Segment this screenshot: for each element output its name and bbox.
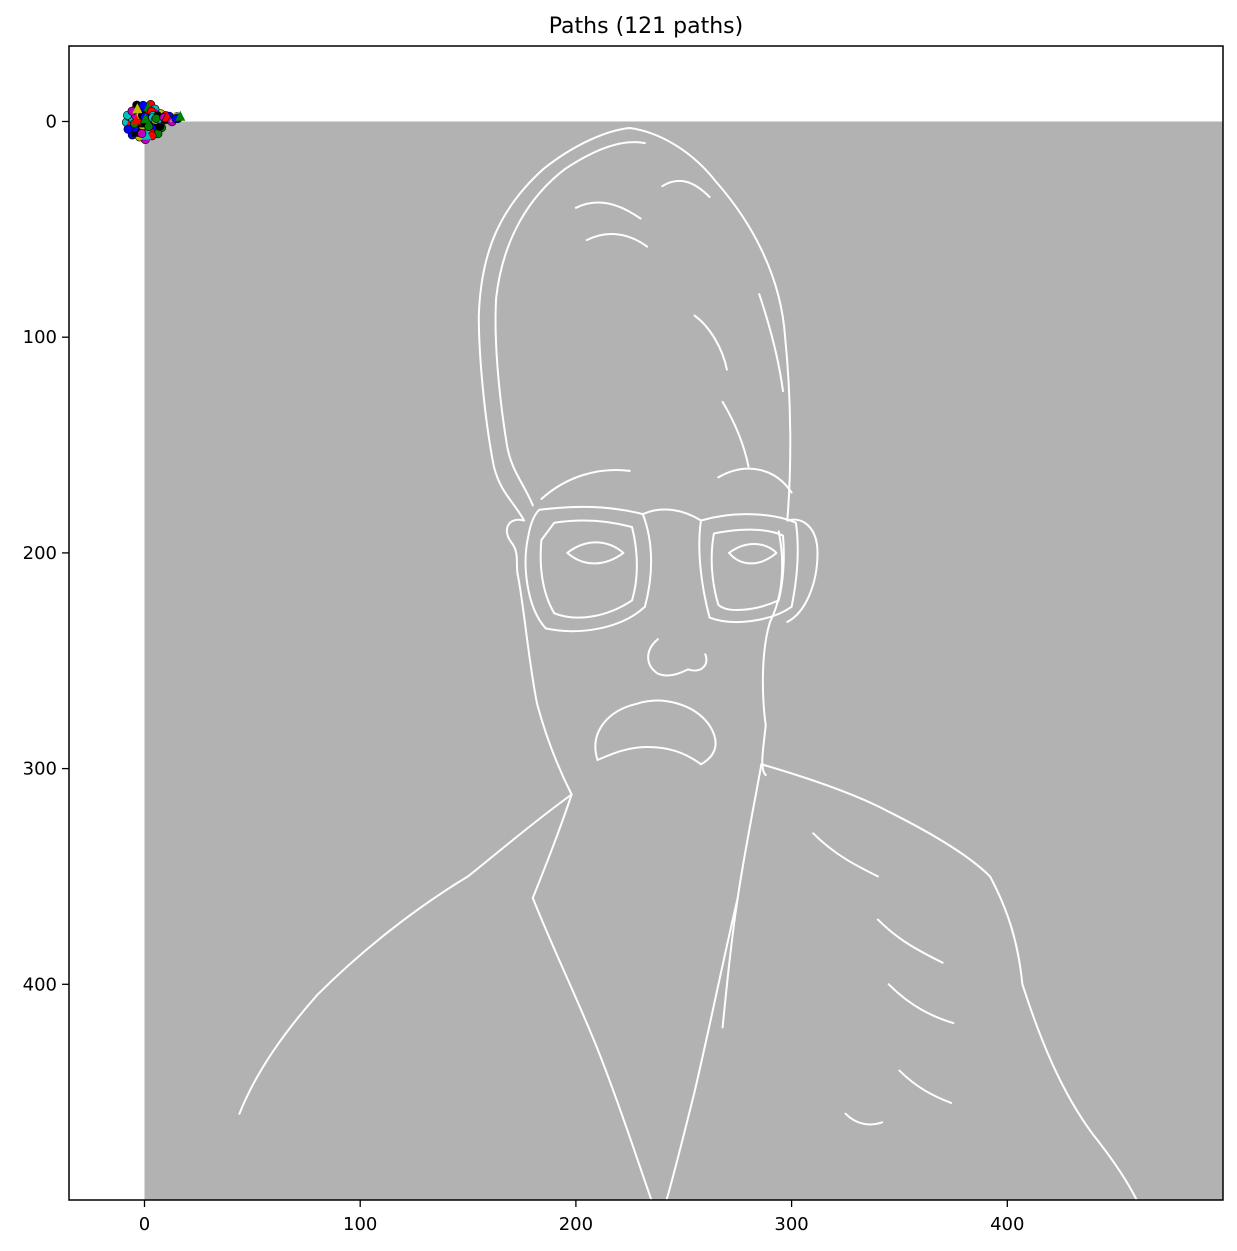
x-tick-label: 100 [343, 1214, 377, 1235]
edge-line [647, 638, 708, 677]
edge-line [494, 141, 646, 507]
axes-frame [68, 45, 1224, 1201]
edge-line [844, 1112, 884, 1126]
path-marker [137, 129, 147, 139]
y-tick-label: 200 [23, 543, 57, 564]
y-tick-label: 300 [23, 759, 57, 780]
edge-line [477, 127, 792, 522]
edge-line [540, 469, 631, 500]
path-marker [144, 122, 154, 132]
edge-line [898, 1069, 953, 1104]
y-tick-label: 400 [23, 974, 57, 995]
path-marker [131, 114, 142, 125]
edge-line [505, 518, 526, 576]
path-markers [121, 100, 186, 145]
x-tick-label: 0 [139, 1214, 150, 1235]
edge-line [531, 897, 653, 1200]
edge-line [641, 508, 702, 522]
edge-line [761, 530, 784, 777]
x-tick-label: 400 [990, 1214, 1024, 1235]
edge-image [144, 121, 1223, 1200]
path-marker [151, 114, 161, 124]
edge-line [728, 543, 778, 565]
edge-line [574, 201, 642, 220]
edge-line [812, 832, 879, 878]
edge-line [698, 513, 799, 623]
edge-line [876, 918, 944, 964]
edge-lines [238, 127, 1138, 1200]
y-tick-label: 100 [23, 327, 57, 348]
path-marker [123, 124, 133, 134]
path-marker [132, 103, 143, 114]
edge-line [693, 314, 728, 371]
edge-line [786, 518, 819, 623]
edge-line [721, 400, 750, 468]
y-tick-label: 0 [46, 111, 57, 132]
path-marker [175, 110, 186, 121]
edge-line [1021, 983, 1138, 1200]
x-axis: 0 100 200 300 400 [139, 1200, 1024, 1235]
edge-line [566, 541, 625, 565]
edge-line [594, 699, 717, 766]
edge-line [887, 983, 955, 1025]
edge-line [661, 179, 711, 198]
edge-line [760, 763, 1024, 986]
edge-line [516, 573, 573, 796]
path-marker [140, 113, 151, 124]
edge-line [665, 897, 739, 1200]
edge-line [710, 528, 785, 611]
edge-line [539, 519, 638, 619]
x-tick-label: 300 [774, 1214, 808, 1235]
edge-line [585, 233, 649, 248]
y-axis: 0 100 200 300 400 [23, 111, 69, 995]
x-tick-label: 200 [559, 1214, 593, 1235]
edge-line [524, 505, 653, 633]
chart-title: Paths (121 paths) [549, 14, 743, 39]
plot-area [121, 100, 1223, 1200]
edge-line [717, 467, 793, 494]
edge-line [238, 793, 573, 1115]
edge-line [531, 793, 573, 899]
edge-line [758, 293, 784, 393]
